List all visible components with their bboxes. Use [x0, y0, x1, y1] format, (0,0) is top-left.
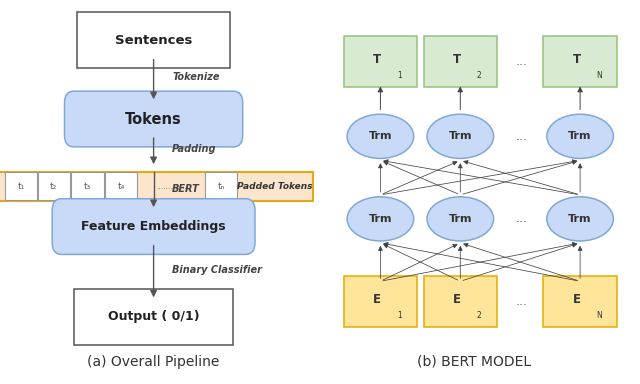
Text: E: E — [573, 293, 580, 306]
FancyBboxPatch shape — [424, 276, 497, 327]
Text: BERT: BERT — [172, 184, 200, 194]
Text: Trm: Trm — [449, 131, 472, 141]
Ellipse shape — [547, 114, 613, 159]
Text: Trm: Trm — [369, 131, 392, 141]
FancyBboxPatch shape — [344, 276, 417, 327]
Text: ...: ... — [516, 55, 528, 68]
Text: ...: ... — [516, 130, 528, 143]
Ellipse shape — [427, 197, 493, 241]
Text: T: T — [453, 53, 461, 66]
Text: Trm: Trm — [449, 214, 472, 224]
Text: Trm: Trm — [369, 214, 392, 224]
Text: tₙ: tₙ — [218, 182, 225, 191]
Text: 1: 1 — [397, 311, 402, 320]
FancyBboxPatch shape — [543, 36, 617, 88]
Text: N: N — [596, 311, 602, 320]
Text: 1: 1 — [397, 71, 402, 80]
Text: ...: ... — [516, 212, 528, 225]
FancyBboxPatch shape — [72, 172, 104, 200]
FancyBboxPatch shape — [38, 172, 70, 200]
Text: (a) Overall Pipeline: (a) Overall Pipeline — [88, 355, 220, 369]
Text: Sentences: Sentences — [115, 34, 192, 47]
Text: ...............: ............... — [156, 182, 191, 191]
Text: t₁: t₁ — [17, 182, 24, 191]
Ellipse shape — [347, 197, 413, 241]
Text: Padded Tokens: Padded Tokens — [237, 182, 313, 191]
Text: Output ( 0/1): Output ( 0/1) — [108, 310, 200, 323]
FancyBboxPatch shape — [65, 91, 243, 147]
Text: 2: 2 — [477, 311, 482, 320]
Text: Tokenize: Tokenize — [172, 72, 220, 82]
FancyBboxPatch shape — [424, 36, 497, 88]
FancyBboxPatch shape — [205, 172, 237, 200]
Text: (b) BERT MODEL: (b) BERT MODEL — [417, 355, 531, 369]
Ellipse shape — [427, 114, 493, 159]
FancyBboxPatch shape — [0, 172, 314, 200]
Text: T: T — [373, 53, 381, 66]
FancyBboxPatch shape — [4, 172, 37, 200]
Text: Padding: Padding — [172, 144, 216, 154]
Text: t₂: t₂ — [50, 182, 58, 191]
Text: t₄: t₄ — [118, 182, 125, 191]
FancyBboxPatch shape — [344, 36, 417, 88]
Text: T: T — [573, 53, 581, 66]
FancyBboxPatch shape — [74, 289, 234, 345]
Text: ...: ... — [516, 295, 528, 308]
Text: E: E — [453, 293, 461, 306]
Text: Tokens: Tokens — [125, 111, 182, 127]
Text: Trm: Trm — [568, 214, 592, 224]
Text: E: E — [373, 293, 381, 306]
FancyBboxPatch shape — [77, 13, 230, 68]
Text: N: N — [596, 71, 602, 80]
Text: Binary Classifier: Binary Classifier — [172, 265, 262, 275]
Text: Trm: Trm — [568, 131, 592, 141]
Text: t₃: t₃ — [84, 182, 91, 191]
Text: 2: 2 — [477, 71, 482, 80]
Ellipse shape — [547, 197, 613, 241]
Ellipse shape — [347, 114, 413, 159]
FancyBboxPatch shape — [543, 276, 617, 327]
Text: Feature Embeddings: Feature Embeddings — [81, 220, 226, 233]
FancyBboxPatch shape — [105, 172, 138, 200]
FancyBboxPatch shape — [52, 199, 255, 254]
